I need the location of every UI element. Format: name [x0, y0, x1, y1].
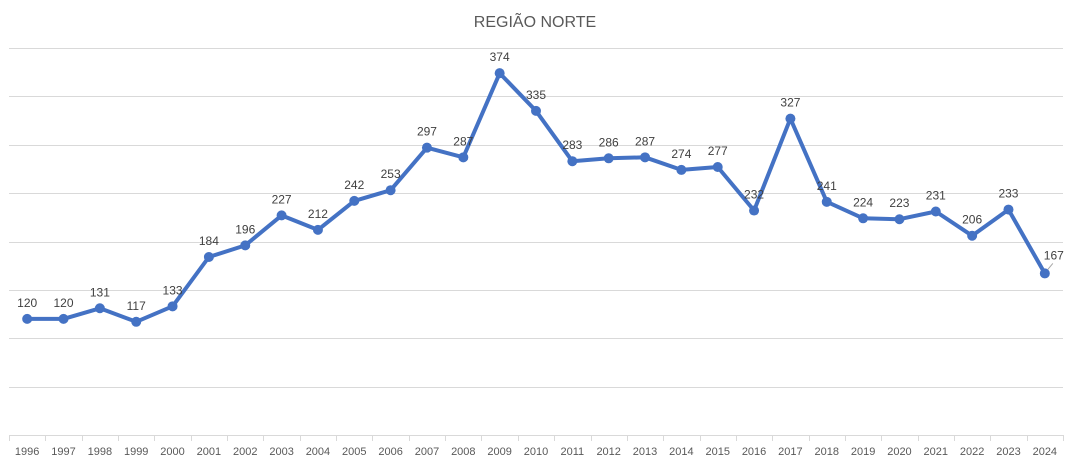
data-label-2021: 231 — [926, 189, 946, 203]
x-tick-label-2011: 2011 — [561, 446, 585, 458]
x-tick-label-2009: 2009 — [487, 446, 511, 458]
data-point-2000 — [167, 301, 178, 312]
x-tick-label-2003: 2003 — [269, 446, 293, 458]
data-label-2005: 242 — [344, 178, 364, 192]
x-tick-label-2007: 2007 — [415, 446, 439, 458]
data-label-2012: 286 — [599, 135, 619, 149]
data-label-1999: 117 — [127, 299, 146, 313]
data-label-2000: 133 — [163, 283, 183, 297]
data-label-2014: 274 — [671, 147, 691, 161]
data-label-2018: 241 — [817, 179, 837, 193]
data-label-2024: 167 — [1044, 248, 1064, 262]
x-axis: 1996 1997 1998 1999 2000 2001 2002 2003 2004 2005… — [9, 435, 1064, 458]
data-label-2010: 335 — [526, 88, 546, 102]
data-label-2017: 327 — [780, 96, 800, 110]
x-tick-label-2017: 2017 — [778, 446, 802, 458]
data-label-1997: 120 — [54, 296, 74, 310]
x-tick-label-2006: 2006 — [378, 446, 402, 458]
data-label-2007: 297 — [417, 125, 437, 139]
x-tick-label-2020: 2020 — [887, 446, 911, 458]
x-tick-label-1998: 1998 — [88, 446, 112, 458]
data-point-2022 — [967, 230, 978, 241]
data-point-1999 — [131, 316, 142, 327]
data-point-2024 — [1039, 268, 1050, 279]
data-point-2003 — [276, 210, 287, 221]
data-label-1998: 131 — [90, 285, 110, 299]
x-tick-label-1997: 1997 — [51, 446, 75, 458]
data-label-2011: 283 — [562, 138, 582, 152]
x-tick-label-2022: 2022 — [960, 446, 984, 458]
data-point-2023 — [1003, 204, 1014, 215]
data-point-2006 — [385, 185, 396, 196]
data-point-2012 — [603, 153, 614, 164]
x-tick-label-2024: 2024 — [1033, 446, 1057, 458]
data-point-2016 — [749, 205, 760, 216]
data-point-2014 — [676, 164, 687, 175]
data-label-2015: 277 — [708, 144, 728, 158]
data-label-2016: 232 — [744, 188, 764, 202]
data-point-1997 — [58, 313, 69, 324]
x-tick-label-2023: 2023 — [996, 446, 1020, 458]
data-label-2020: 223 — [889, 196, 909, 210]
data-point-2011 — [567, 156, 578, 167]
data-label-2013: 287 — [635, 134, 655, 148]
x-tick-label-2001: 2001 — [197, 446, 221, 458]
data-point-2019 — [858, 213, 869, 224]
data-label-2006: 253 — [381, 167, 401, 181]
data-point-1996 — [22, 313, 33, 324]
data-label-2008: 287 — [453, 134, 473, 148]
x-tick-label-2018: 2018 — [815, 446, 839, 458]
data-label-2002: 196 — [235, 222, 255, 236]
data-point-2004 — [312, 224, 323, 235]
data-label-2022: 206 — [962, 213, 982, 227]
data-point-2018 — [821, 196, 832, 207]
data-point-2021 — [930, 206, 941, 217]
data-labels: 120 120 131 117 133 184 196 227 212 242 253 297 287 3… — [17, 50, 1064, 313]
data-point-2008 — [458, 152, 469, 163]
data-label-2004: 212 — [308, 207, 328, 221]
leader-line — [1047, 263, 1054, 270]
data-point-2002 — [240, 240, 251, 251]
data-label-2023: 233 — [998, 187, 1018, 201]
x-tick-label-2019: 2019 — [851, 446, 875, 458]
data-point-2007 — [421, 142, 432, 153]
data-point-2020 — [894, 214, 905, 225]
data-label-2003: 227 — [272, 192, 292, 206]
x-tick-label-2005: 2005 — [342, 446, 366, 458]
x-tick-label-2015: 2015 — [705, 446, 729, 458]
x-tick-label-2010: 2010 — [524, 446, 548, 458]
x-tick-label-2008: 2008 — [451, 446, 475, 458]
x-tick-label-2013: 2013 — [633, 446, 657, 458]
x-tick-label-2002: 2002 — [233, 446, 257, 458]
x-tick-label-1996: 1996 — [15, 446, 39, 458]
x-tick-label-2021: 2021 — [924, 446, 948, 458]
data-point-2015 — [712, 162, 723, 173]
data-label-1996: 120 — [17, 296, 37, 310]
x-tick-label-2012: 2012 — [596, 446, 620, 458]
x-tick-label-2016: 2016 — [742, 446, 766, 458]
x-tick-label-2000: 2000 — [160, 446, 184, 458]
data-point-1998 — [94, 303, 105, 314]
data-point-2017 — [785, 113, 796, 124]
data-point-2010 — [531, 105, 541, 116]
data-point-2013 — [640, 152, 651, 163]
data-point-2005 — [349, 195, 360, 206]
x-tick-label-2014: 2014 — [669, 446, 693, 458]
data-label-2001: 184 — [199, 234, 219, 248]
chart-title: REGIÃO NORTE — [474, 11, 596, 31]
series — [22, 68, 1050, 327]
data-point-2001 — [203, 251, 214, 262]
x-tick-label-2004: 2004 — [306, 446, 330, 458]
data-point-2009 — [494, 68, 505, 79]
x-tick-label-1999: 1999 — [124, 446, 148, 458]
data-label-2009: 374 — [490, 50, 510, 64]
data-label-2019: 224 — [853, 195, 873, 209]
